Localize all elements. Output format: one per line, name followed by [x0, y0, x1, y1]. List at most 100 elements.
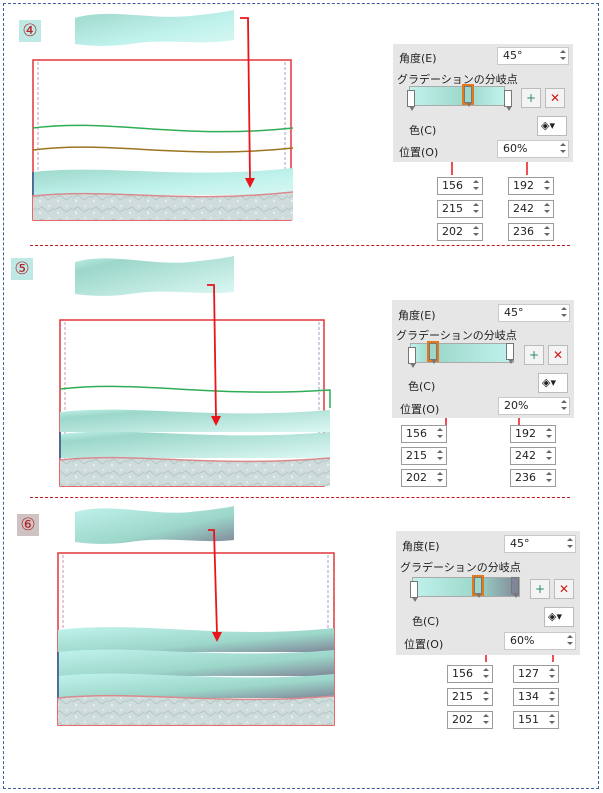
gradient-stop-selected[interactable]: [472, 575, 484, 598]
spinner-icon[interactable]: [481, 667, 490, 681]
right-green-value[interactable]: 242: [508, 200, 554, 218]
remove-stop-button[interactable]: ✕: [545, 88, 565, 108]
spinner-icon[interactable]: [471, 202, 480, 216]
gradient-stop-right[interactable]: [511, 577, 519, 598]
remove-stop-button[interactable]: ✕: [554, 579, 574, 599]
spinner-icon[interactable]: [565, 634, 574, 648]
paint-bucket-icon: ◈: [541, 119, 550, 132]
gradient-dialog: 角度(E) 45° グラデーションの分岐点 + ✕ 色(C) ◈▾ 位置(O) …: [393, 44, 573, 162]
pointer-arrow: [207, 284, 217, 419]
wave-teal-filled-2: [60, 431, 330, 458]
angle-label: 角度(E): [399, 52, 437, 65]
left-red-value[interactable]: 156: [401, 425, 447, 443]
spinner-icon[interactable]: [558, 142, 567, 156]
gradient-dialog: 角度(E) 45° グラデーションの分岐点 + ✕ 色(C) ◈▾ 位置(O) …: [392, 300, 574, 418]
spinner-icon[interactable]: [544, 427, 553, 441]
spinner-icon[interactable]: [481, 713, 490, 727]
add-stop-button[interactable]: +: [524, 345, 544, 365]
color-label: 色(C): [412, 615, 440, 628]
wave-teal-filled: [33, 168, 293, 195]
right-red-value[interactable]: 192: [510, 425, 556, 443]
gradient-stops-label: グラデーションの分岐点: [396, 329, 517, 342]
section-separator: [30, 497, 570, 498]
position-input[interactable]: 60%: [497, 140, 569, 158]
left-green-value[interactable]: 215: [401, 447, 447, 465]
wave-teal-filled: [58, 627, 334, 652]
wave-green: [59, 385, 331, 408]
remove-stop-button[interactable]: ✕: [548, 345, 568, 365]
gradient-stop-selected[interactable]: [462, 84, 474, 107]
ice-base: [60, 457, 330, 486]
position-input[interactable]: 20%: [498, 397, 570, 415]
spinner-icon[interactable]: [435, 449, 444, 463]
angle-input[interactable]: 45°: [504, 535, 576, 553]
gradient-bar[interactable]: [412, 577, 520, 597]
right-green-value[interactable]: 242: [510, 447, 556, 465]
spinner-icon[interactable]: [544, 471, 553, 485]
spinner-icon[interactable]: [544, 449, 553, 463]
left-blue-value[interactable]: 202: [401, 469, 447, 487]
angle-input[interactable]: 45°: [497, 47, 569, 65]
left-green-value[interactable]: 215: [437, 200, 483, 218]
step-number-badge: ⑥: [17, 514, 39, 536]
sample-ribbon: [75, 256, 234, 296]
color-label: 色(C): [409, 124, 437, 137]
spinner-icon[interactable]: [471, 179, 480, 193]
left-blue-value[interactable]: 202: [437, 223, 483, 241]
left-red-value[interactable]: 156: [437, 177, 483, 195]
right-blue-value[interactable]: 236: [510, 469, 556, 487]
spinner-icon[interactable]: [547, 690, 556, 704]
gradient-stop-left[interactable]: [407, 90, 415, 111]
right-green-value[interactable]: 134: [513, 688, 559, 706]
spinner-icon[interactable]: [547, 667, 556, 681]
color-picker-button[interactable]: ◈▾: [538, 373, 568, 393]
color-label: 色(C): [408, 380, 436, 393]
wave-olive: [32, 146, 294, 153]
angle-label: 角度(E): [398, 309, 436, 322]
color-picker-button[interactable]: ◈▾: [544, 607, 574, 627]
gradient-stop-right[interactable]: [506, 343, 514, 364]
gradient-stop-right[interactable]: [504, 90, 512, 111]
spinner-icon[interactable]: [558, 49, 567, 63]
ice-base: [33, 192, 293, 220]
spinner-icon[interactable]: [481, 690, 490, 704]
add-stop-button[interactable]: +: [521, 88, 541, 108]
position-label: 位置(O): [399, 146, 439, 159]
right-red-value[interactable]: 192: [508, 177, 554, 195]
sample-ribbon: [75, 506, 234, 544]
wave-teal-filled: [60, 409, 330, 432]
paint-bucket-icon: ◈: [542, 376, 551, 389]
spinner-icon[interactable]: [435, 427, 444, 441]
spinner-icon[interactable]: [542, 225, 551, 239]
left-green-value[interactable]: 215: [447, 688, 493, 706]
pointer-arrow: [240, 17, 251, 181]
right-blue-value[interactable]: 236: [508, 223, 554, 241]
right-red-value[interactable]: 127: [513, 665, 559, 683]
position-input[interactable]: 60%: [504, 632, 576, 650]
angle-input[interactable]: 45°: [498, 304, 570, 322]
spinner-icon[interactable]: [559, 306, 568, 320]
position-label: 位置(O): [400, 403, 440, 416]
color-picker-button[interactable]: ◈▾: [537, 116, 567, 136]
spinner-icon[interactable]: [547, 713, 556, 727]
right-blue-value[interactable]: 151: [513, 711, 559, 729]
spinner-icon[interactable]: [542, 202, 551, 216]
sample-ribbon: [75, 10, 234, 46]
spinner-icon[interactable]: [435, 471, 444, 485]
spinner-icon[interactable]: [565, 537, 574, 551]
spinner-icon[interactable]: [471, 225, 480, 239]
section-separator: [30, 245, 570, 246]
spinner-icon[interactable]: [559, 399, 568, 413]
page-border: [3, 3, 599, 789]
left-red-value[interactable]: 156: [447, 665, 493, 683]
gradient-stop-selected[interactable]: [427, 341, 439, 364]
left-blue-value[interactable]: 202: [447, 711, 493, 729]
spinner-icon[interactable]: [542, 179, 551, 193]
gradient-dialog: 角度(E) 45° グラデーションの分岐点 + ✕ 色(C) ◈▾ 位置(O) …: [396, 531, 580, 655]
add-stop-button[interactable]: +: [530, 579, 550, 599]
position-label: 位置(O): [404, 638, 444, 651]
angle-label: 角度(E): [402, 540, 440, 553]
gradient-stop-left[interactable]: [410, 581, 418, 602]
gradient-stop-left[interactable]: [408, 347, 416, 368]
